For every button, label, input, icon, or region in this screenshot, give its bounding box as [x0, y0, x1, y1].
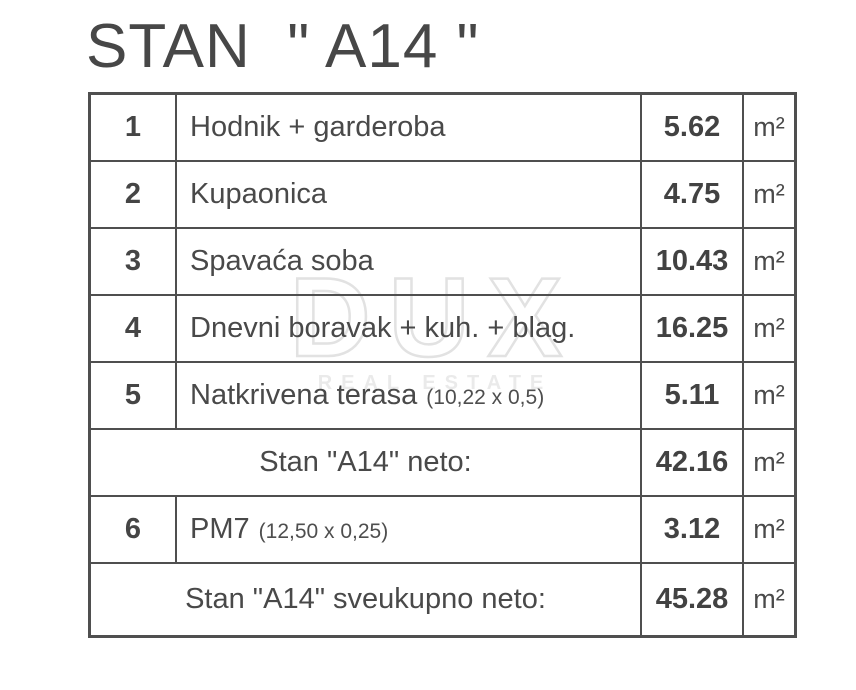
subtotal-label: Stan "A14" neto:	[88, 428, 642, 497]
room-name-cell: Dnevni boravak + kuh. + blag.	[175, 294, 642, 363]
area-value: 5.11	[640, 361, 744, 430]
table-row: 2 Kupaonica 4.75 m²	[88, 160, 797, 229]
room-name: Dnevni boravak + kuh. + blag.	[190, 312, 576, 344]
total-label: Stan "A14" sveukupno neto:	[88, 562, 642, 638]
room-note: (10,22 x 0,5)	[426, 386, 545, 409]
area-value: 10.43	[640, 227, 744, 296]
area-unit: m²	[742, 92, 797, 162]
area-value: 4.75	[640, 160, 744, 229]
row-number: 1	[88, 92, 177, 162]
page-title: STAN " A14 "	[86, 12, 480, 81]
room-name-cell: Kupaonica	[175, 160, 642, 229]
table-row: 5 Natkrivena terasa (10,22 x 0,5) 5.11 m²	[88, 361, 797, 430]
row-number: 2	[88, 160, 177, 229]
area-unit: m²	[742, 227, 797, 296]
area-unit: m²	[742, 495, 797, 564]
room-note: (12,50 x 0,25)	[258, 520, 389, 543]
area-unit: m²	[742, 294, 797, 363]
area-unit: m²	[742, 428, 797, 497]
room-name-cell: Hodnik + garderoba	[175, 92, 642, 162]
row-number: 6	[88, 495, 177, 564]
room-name: Natkrivena terasa	[190, 379, 418, 411]
total-row: Stan "A14" sveukupno neto: 45.28 m²	[88, 562, 797, 638]
table-row: 3 Spavaća soba 10.43 m²	[88, 227, 797, 296]
row-number: 5	[88, 361, 177, 430]
room-name: Kupaonica	[190, 178, 328, 210]
table-row: 6 PM7 (12,50 x 0,25) 3.12 m²	[88, 495, 797, 564]
row-number: 4	[88, 294, 177, 363]
area-value: 3.12	[640, 495, 744, 564]
area-value: 45.28	[640, 562, 744, 638]
area-unit: m²	[742, 562, 797, 638]
table-row: 4 Dnevni boravak + kuh. + blag. 16.25 m²	[88, 294, 797, 363]
area-unit: m²	[742, 160, 797, 229]
table-row: 1 Hodnik + garderoba 5.62 m²	[88, 92, 797, 162]
room-name: PM7	[190, 513, 250, 545]
subtotal-row: Stan "A14" neto: 42.16 m²	[88, 428, 797, 497]
area-unit: m²	[742, 361, 797, 430]
room-name-cell: PM7 (12,50 x 0,25)	[175, 495, 642, 564]
room-name: Spavaća soba	[190, 245, 374, 277]
room-name-cell: Spavaća soba	[175, 227, 642, 296]
area-value: 5.62	[640, 92, 744, 162]
row-number: 3	[88, 227, 177, 296]
room-name: Hodnik + garderoba	[190, 111, 446, 143]
area-value: 42.16	[640, 428, 744, 497]
room-name-cell: Natkrivena terasa (10,22 x 0,5)	[175, 361, 642, 430]
area-value: 16.25	[640, 294, 744, 363]
area-table: 1 Hodnik + garderoba 5.62 m² 2 Kupaonica…	[88, 92, 797, 638]
